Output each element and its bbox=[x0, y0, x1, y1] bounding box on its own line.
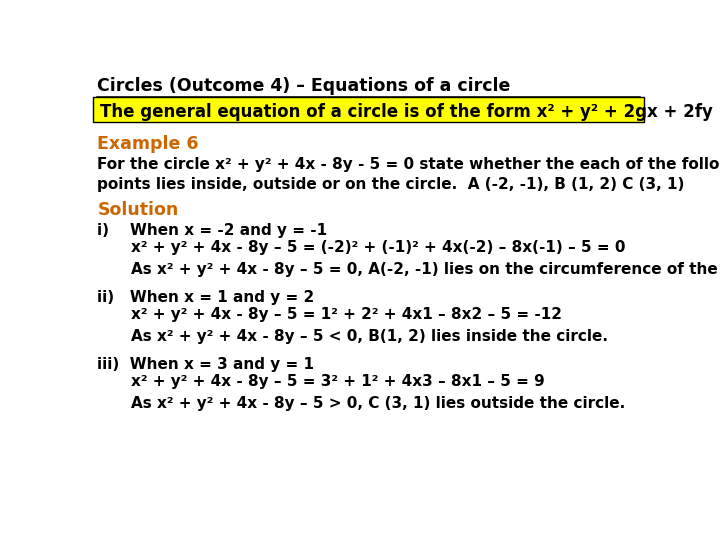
Text: The general equation of a circle is of the form x² + y² + 2gx + 2fy + c = 0.: The general equation of a circle is of t… bbox=[100, 103, 720, 121]
Text: For the circle x² + y² + 4x - 8y - 5 = 0 state whether the each of the following: For the circle x² + y² + 4x - 8y - 5 = 0… bbox=[97, 157, 720, 172]
Text: iii)  When x = 3 and y = 1: iii) When x = 3 and y = 1 bbox=[97, 357, 314, 372]
Text: Circles (Outcome 4) – Equations of a circle: Circles (Outcome 4) – Equations of a cir… bbox=[97, 77, 510, 95]
Text: Example 6: Example 6 bbox=[97, 136, 199, 153]
Text: x² + y² + 4x - 8y – 5 = (-2)² + (-1)² + 4x(-2) – 8x(-1) – 5 = 0: x² + y² + 4x - 8y – 5 = (-2)² + (-1)² + … bbox=[131, 240, 625, 255]
Text: As x² + y² + 4x - 8y – 5 > 0, C (3, 1) lies outside the circle.: As x² + y² + 4x - 8y – 5 > 0, C (3, 1) l… bbox=[131, 396, 625, 411]
FancyBboxPatch shape bbox=[93, 97, 644, 122]
Text: Solution: Solution bbox=[97, 201, 179, 219]
Text: i)    When x = -2 and y = -1: i) When x = -2 and y = -1 bbox=[97, 223, 328, 238]
Text: points lies inside, outside or on the circle.  A (-2, -1), B (1, 2) C (3, 1): points lies inside, outside or on the ci… bbox=[97, 177, 685, 192]
Text: As x² + y² + 4x - 8y – 5 = 0, A(-2, -1) lies on the circumference of the circle.: As x² + y² + 4x - 8y – 5 = 0, A(-2, -1) … bbox=[131, 262, 720, 276]
Text: ii)   When x = 1 and y = 2: ii) When x = 1 and y = 2 bbox=[97, 290, 315, 305]
Text: x² + y² + 4x - 8y – 5 = 3² + 1² + 4x3 – 8x1 – 5 = 9: x² + y² + 4x - 8y – 5 = 3² + 1² + 4x3 – … bbox=[131, 374, 544, 389]
Text: x² + y² + 4x - 8y – 5 = 1² + 2² + 4x1 – 8x2 – 5 = -12: x² + y² + 4x - 8y – 5 = 1² + 2² + 4x1 – … bbox=[131, 307, 562, 322]
Text: As x² + y² + 4x - 8y – 5 < 0, B(1, 2) lies inside the circle.: As x² + y² + 4x - 8y – 5 < 0, B(1, 2) li… bbox=[131, 329, 608, 344]
